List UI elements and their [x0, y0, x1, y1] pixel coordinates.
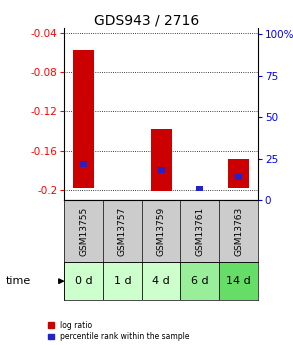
Text: 1 d: 1 d [114, 276, 131, 286]
Text: GSM13761: GSM13761 [195, 207, 204, 256]
Bar [103, 262, 142, 300]
Bar [80, 161, 87, 167]
Bar [196, 186, 203, 191]
Text: GSM13759: GSM13759 [157, 207, 166, 256]
Text: 6 d: 6 d [191, 276, 209, 286]
Text: time: time [6, 276, 31, 286]
Text: 4 d: 4 d [152, 276, 170, 286]
Bar [64, 262, 103, 300]
Text: 14 d: 14 d [226, 276, 251, 286]
Text: GDS943 / 2716: GDS943 / 2716 [94, 14, 199, 28]
Text: GSM13763: GSM13763 [234, 207, 243, 256]
Bar [158, 167, 165, 173]
Text: GSM13757: GSM13757 [118, 207, 127, 256]
Bar [219, 262, 258, 300]
Bar [228, 159, 249, 188]
Legend: log ratio, percentile rank within the sample: log ratio, percentile rank within the sa… [48, 321, 190, 341]
Text: 0 d: 0 d [75, 276, 93, 286]
Bar [235, 174, 242, 180]
Bar [73, 50, 94, 188]
Bar [142, 262, 180, 300]
Text: GSM13755: GSM13755 [79, 207, 88, 256]
Bar [180, 262, 219, 300]
Bar [151, 129, 172, 191]
